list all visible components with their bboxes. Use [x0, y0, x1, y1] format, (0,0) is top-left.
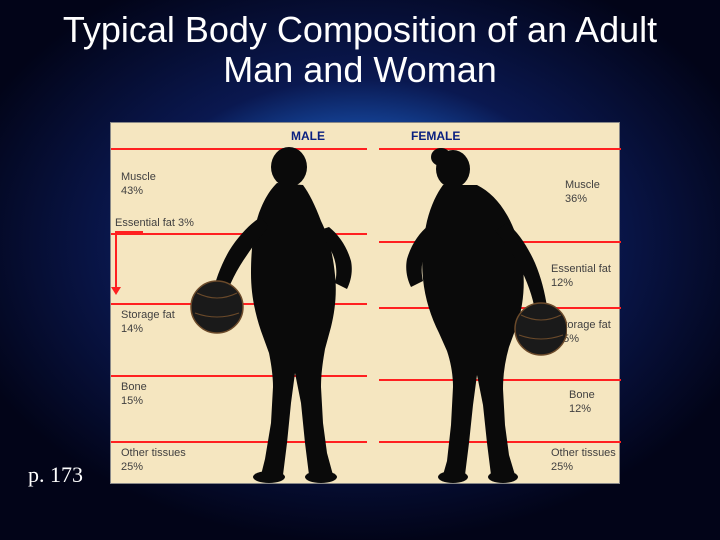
- male-header: MALE: [291, 129, 325, 143]
- male-label-muscle: Muscle 43%: [121, 171, 156, 199]
- essential-fat-arrow-vert: [115, 231, 117, 289]
- body-composition-chart: MALE FEMALE Muscle 43% Essential fat 3% …: [110, 122, 620, 484]
- male-label-other: Other tissues 25%: [121, 447, 186, 475]
- essential-fat-arrow-horiz: [115, 231, 143, 233]
- page-reference: p. 173: [28, 462, 83, 488]
- female-label-muscle: Muscle 36%: [565, 179, 600, 207]
- male-label-bone: Bone 15%: [121, 381, 147, 409]
- female-header: FEMALE: [411, 129, 460, 143]
- page-title: Typical Body Composition of an Adult Man…: [0, 0, 720, 89]
- female-silhouette: [367, 143, 567, 483]
- male-label-storage-fat: Storage fat 14%: [121, 309, 175, 337]
- female-label-bone: Bone 12%: [569, 389, 595, 417]
- male-silhouette: [181, 143, 376, 483]
